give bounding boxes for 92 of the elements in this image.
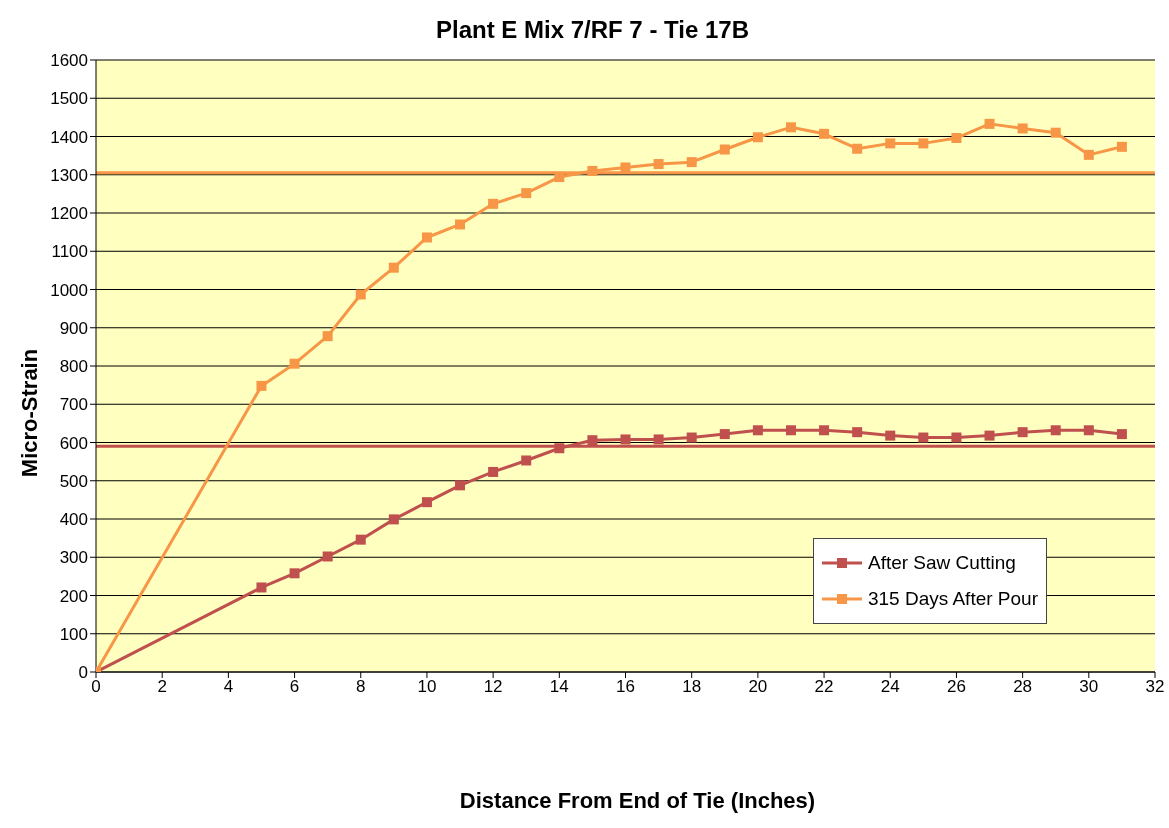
point xyxy=(488,198,499,209)
point xyxy=(951,133,962,144)
x-tick-label: 32 xyxy=(1145,677,1165,697)
y-tick-label: 300 xyxy=(59,548,88,568)
x-tick-label: 20 xyxy=(748,677,768,697)
y-tick-label: 100 xyxy=(59,624,88,644)
x-tick-label: 0 xyxy=(91,677,101,697)
x-tick-label: 4 xyxy=(223,677,234,697)
x-tick-label: 10 xyxy=(417,677,437,697)
x-tick-label: 16 xyxy=(616,677,635,697)
point xyxy=(455,219,466,230)
x-tick-label: 18 xyxy=(682,677,702,697)
chart-title: Plant E Mix 7/RF 7 - Tie 17B xyxy=(435,16,750,44)
y-tick-label: 900 xyxy=(59,318,88,338)
point xyxy=(1017,427,1028,438)
y-tick-label: 1500 xyxy=(50,89,88,109)
legend-label: After Saw Cutting xyxy=(867,552,1016,574)
point xyxy=(719,429,730,440)
x-tick-label: 26 xyxy=(946,677,966,697)
point xyxy=(653,159,664,170)
y-tick-label: 200 xyxy=(59,586,88,606)
point xyxy=(587,165,598,176)
point xyxy=(289,358,300,369)
point xyxy=(686,157,697,168)
y-tick-label: 0 xyxy=(78,663,88,683)
point xyxy=(1083,149,1094,160)
point xyxy=(1116,141,1127,152)
point xyxy=(488,466,499,477)
point xyxy=(719,144,730,155)
point xyxy=(1050,127,1061,138)
y-tick-label: 500 xyxy=(59,471,88,491)
x-tick-label: 24 xyxy=(880,677,900,697)
point xyxy=(918,432,929,443)
point xyxy=(752,425,763,436)
point xyxy=(885,430,896,441)
y-tick-label: 1400 xyxy=(50,127,88,147)
legend-label: 315 Days After Pour xyxy=(867,588,1038,610)
point xyxy=(686,432,697,443)
x-tick-label: 22 xyxy=(814,677,834,697)
y-tick-label: 1000 xyxy=(50,280,88,300)
point xyxy=(984,430,995,441)
point xyxy=(1017,123,1028,134)
y-tick-label: 400 xyxy=(59,510,88,530)
point xyxy=(521,188,532,199)
y-tick-label: 1300 xyxy=(50,165,88,185)
y-tick-label: 1100 xyxy=(51,242,88,262)
x-tick-label: 2 xyxy=(157,677,167,697)
x-tick-label: 14 xyxy=(549,677,569,697)
point xyxy=(1116,429,1127,440)
point xyxy=(951,432,962,443)
x-tick-label: 6 xyxy=(289,677,300,697)
point xyxy=(852,143,863,154)
x-tick-label: 28 xyxy=(1013,677,1033,697)
point xyxy=(256,582,267,593)
point xyxy=(819,425,830,436)
point xyxy=(521,455,532,466)
point xyxy=(752,132,763,143)
point xyxy=(322,331,333,342)
point xyxy=(587,435,598,446)
point xyxy=(256,380,267,391)
y-tick-label: 700 xyxy=(59,395,88,415)
y-tick-label: 1200 xyxy=(50,204,88,224)
point xyxy=(322,551,333,562)
point xyxy=(554,443,565,454)
point xyxy=(1050,425,1061,436)
point xyxy=(785,122,796,133)
x-tick-label: 12 xyxy=(483,677,503,697)
point xyxy=(421,232,432,243)
point xyxy=(355,289,366,300)
x-axis-title: Distance From End of Tie (Inches) xyxy=(458,788,817,814)
point xyxy=(653,434,664,445)
y-tick-label: 600 xyxy=(59,433,88,453)
point xyxy=(620,434,631,445)
x-tick-label: 30 xyxy=(1079,677,1099,697)
x-tick-label: 8 xyxy=(356,677,366,697)
point xyxy=(984,118,995,129)
point xyxy=(819,128,830,139)
point xyxy=(918,138,929,149)
y-axis-title: Micro-Strain xyxy=(17,348,43,478)
point xyxy=(388,514,399,525)
point xyxy=(289,568,300,579)
point xyxy=(620,162,631,173)
point xyxy=(785,425,796,436)
point xyxy=(852,427,863,438)
point xyxy=(421,497,432,508)
point xyxy=(388,262,399,273)
point xyxy=(355,534,366,545)
point xyxy=(885,138,896,149)
point xyxy=(455,480,466,491)
y-tick-label: 1600 xyxy=(50,51,88,71)
y-tick-label: 800 xyxy=(59,357,88,377)
point xyxy=(1083,425,1094,436)
